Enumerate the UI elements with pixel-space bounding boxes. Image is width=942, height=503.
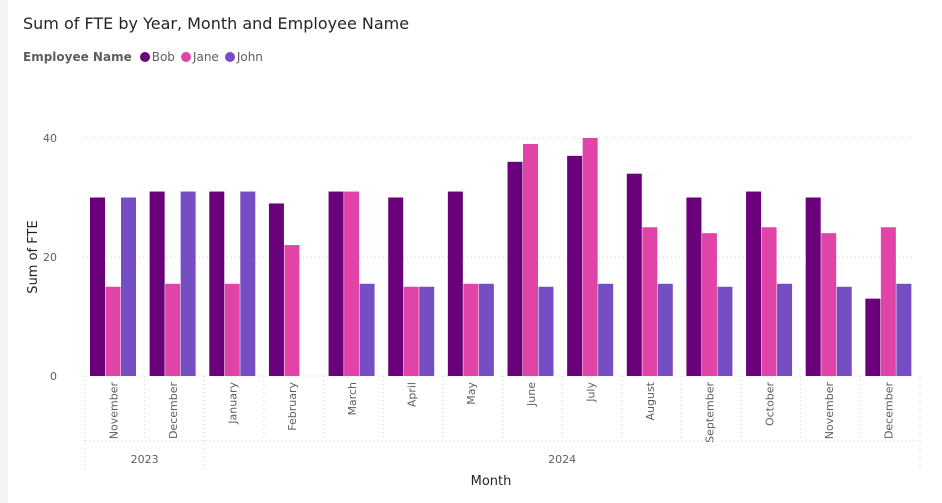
bar-jane [642,227,658,376]
bar-john [121,197,136,376]
bar-jane [761,227,777,376]
bar-bob [268,203,284,376]
x-tick-label: September [704,382,717,443]
left-border [0,0,8,503]
bar-john [896,283,912,376]
x-tick-label: May [465,382,478,405]
bar-jane [105,286,121,376]
legend-dot-john [224,52,235,62]
bar-john [240,191,256,376]
bar-bob [209,191,225,376]
x-tick-label: January [227,382,240,425]
bar-john [419,286,435,376]
legend-item-bob[interactable]: Bob [139,50,175,64]
legend-item-john[interactable]: John [224,50,263,64]
legend-label-bob: Bob [151,50,175,64]
x-axis-title: Month [471,474,512,489]
year-label: 2024 [548,453,576,466]
x-tick-label: April [405,382,418,407]
bar-bob [447,191,463,376]
bar-jane [463,283,479,376]
legend: Employee Name Bob Jane John [23,48,269,66]
bar-jane [821,233,837,376]
bar-jane [165,283,181,376]
bar-john [836,286,852,376]
bar-john [598,283,614,376]
bar-bob [149,191,165,376]
y-tick-label: 0 [50,370,57,383]
bar-john [657,283,673,376]
legend-dot-bob [139,52,150,62]
bar-jane [344,191,360,376]
legend-label-john: John [236,50,263,64]
bar-jane [582,138,598,376]
y-tick-label: 40 [43,132,57,145]
bar-john [777,283,793,376]
year-label: 2023 [131,453,159,466]
bar-jane [284,245,300,376]
x-tick-label: December [167,382,180,440]
bar-john [538,286,554,376]
bar-bob [805,197,821,376]
x-tick-label: February [286,382,299,431]
bar-bob [90,197,105,376]
x-tick-label: November [107,382,120,440]
x-tick-label: June [525,382,538,407]
x-tick-label: July [584,382,597,403]
legend-item-jane[interactable]: Jane [180,50,219,64]
bar-bob [388,197,404,376]
y-tick-label: 20 [43,251,57,264]
bar-bob [507,161,523,376]
bar-jane [523,143,538,376]
chart-title: Sum of FTE by Year, Month and Employee N… [23,14,410,33]
legend-title: Employee Name [23,50,132,64]
x-tick-label: December [883,382,896,440]
bar-jane [403,286,419,376]
bar-bob [686,197,702,376]
bar-john [717,286,733,376]
bar-bob [746,191,762,376]
x-tick-label: March [346,382,359,416]
x-tick-label: October [763,382,776,426]
bar-john [180,191,196,376]
x-tick-label: November [823,382,836,440]
bar-john [359,283,375,376]
bar-jane [701,233,717,376]
y-axis-title: Sum of FTE [26,220,41,293]
bar-jane [880,227,896,376]
legend-label-jane: Jane [192,50,219,64]
bar-bob [567,155,583,376]
bar-bob [865,298,881,376]
bar-john [478,283,494,376]
x-tick-label: August [644,381,657,420]
bar-bob [328,191,344,376]
legend-dot-jane [180,52,191,62]
bar-jane [224,283,240,376]
bar-bob [626,173,642,376]
